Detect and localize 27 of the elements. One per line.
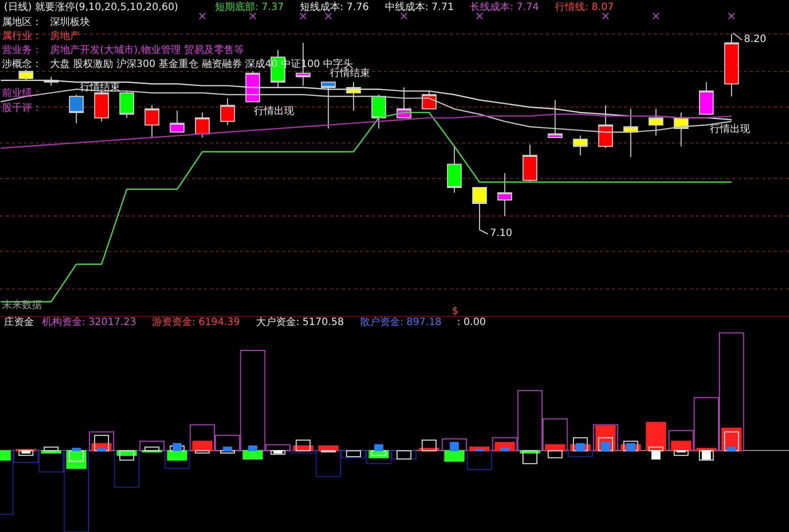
- annotation: 股千评：: [2, 102, 42, 114]
- text: 大户资金: 5170.58: [256, 316, 344, 328]
- annotation: 房地产开发(大城市),物业管理 贸易及零售等: [50, 44, 244, 56]
- annotation: 营业务：: [2, 44, 42, 56]
- annotation: 短线成本: 7.76: [300, 1, 369, 13]
- text: 机构资金: 32017.23: [42, 316, 136, 328]
- chart-title: (日线) 就要涨停(9,10,20,5,10,20,60): [4, 1, 178, 13]
- annotation: 房地产: [50, 30, 80, 42]
- annotation: 行情结束: [330, 67, 370, 79]
- chart-title: 庄资金: [4, 316, 34, 328]
- annotation: 行情线: 8.07: [555, 1, 614, 13]
- annotation: 深圳板块: [50, 16, 90, 28]
- annotation: 短期底部: 7.37: [215, 1, 284, 13]
- annotation: 8.20: [744, 34, 766, 45]
- annotation: $: [452, 306, 458, 317]
- annotation: 行情出现: [254, 105, 294, 117]
- annotation: 7.10: [490, 228, 512, 239]
- annotation: 属行业：: [2, 30, 42, 42]
- text: 游资资金: 6194.39: [152, 316, 240, 328]
- annotation: 行情出现: [710, 123, 750, 135]
- text: : 0.00: [457, 317, 486, 328]
- annotation: 中线成本: 7.71: [385, 1, 454, 13]
- text: 散户资金: 897.18: [360, 316, 442, 328]
- annotation: 属地区：: [2, 16, 42, 28]
- annotation: 长线成本: 7.74: [470, 1, 539, 13]
- annotation: 未来数据: [2, 299, 42, 311]
- annotation: 涉概念：: [2, 58, 42, 70]
